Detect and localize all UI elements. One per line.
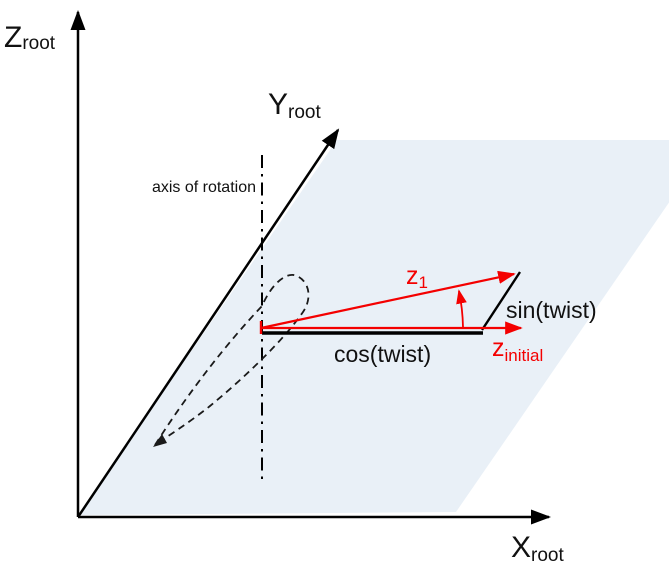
x-axis-label: Xroot bbox=[511, 531, 564, 566]
z-axis-label: Zroot bbox=[4, 21, 56, 54]
axis-of-rotation-label: axis of rotation bbox=[152, 179, 256, 196]
sin-twist-label: sin(twist) bbox=[506, 297, 597, 323]
z-initial-label: zinitial bbox=[492, 334, 543, 365]
airfoil-dashed-path bbox=[154, 274, 310, 446]
y-axis-line bbox=[76, 128, 340, 518]
cos-twist-label: cos(twist) bbox=[334, 341, 431, 367]
y-axis-label: Yroot bbox=[268, 88, 321, 123]
coordinate-axes bbox=[70, 9, 552, 525]
z1-label: z1 bbox=[406, 262, 428, 292]
airfoil-tip-arrowhead bbox=[153, 434, 167, 447]
twist-angle-arc bbox=[456, 289, 467, 328]
airfoil-outline bbox=[153, 274, 310, 447]
z1-vector bbox=[260, 270, 516, 330]
red-vectors bbox=[259, 270, 523, 335]
